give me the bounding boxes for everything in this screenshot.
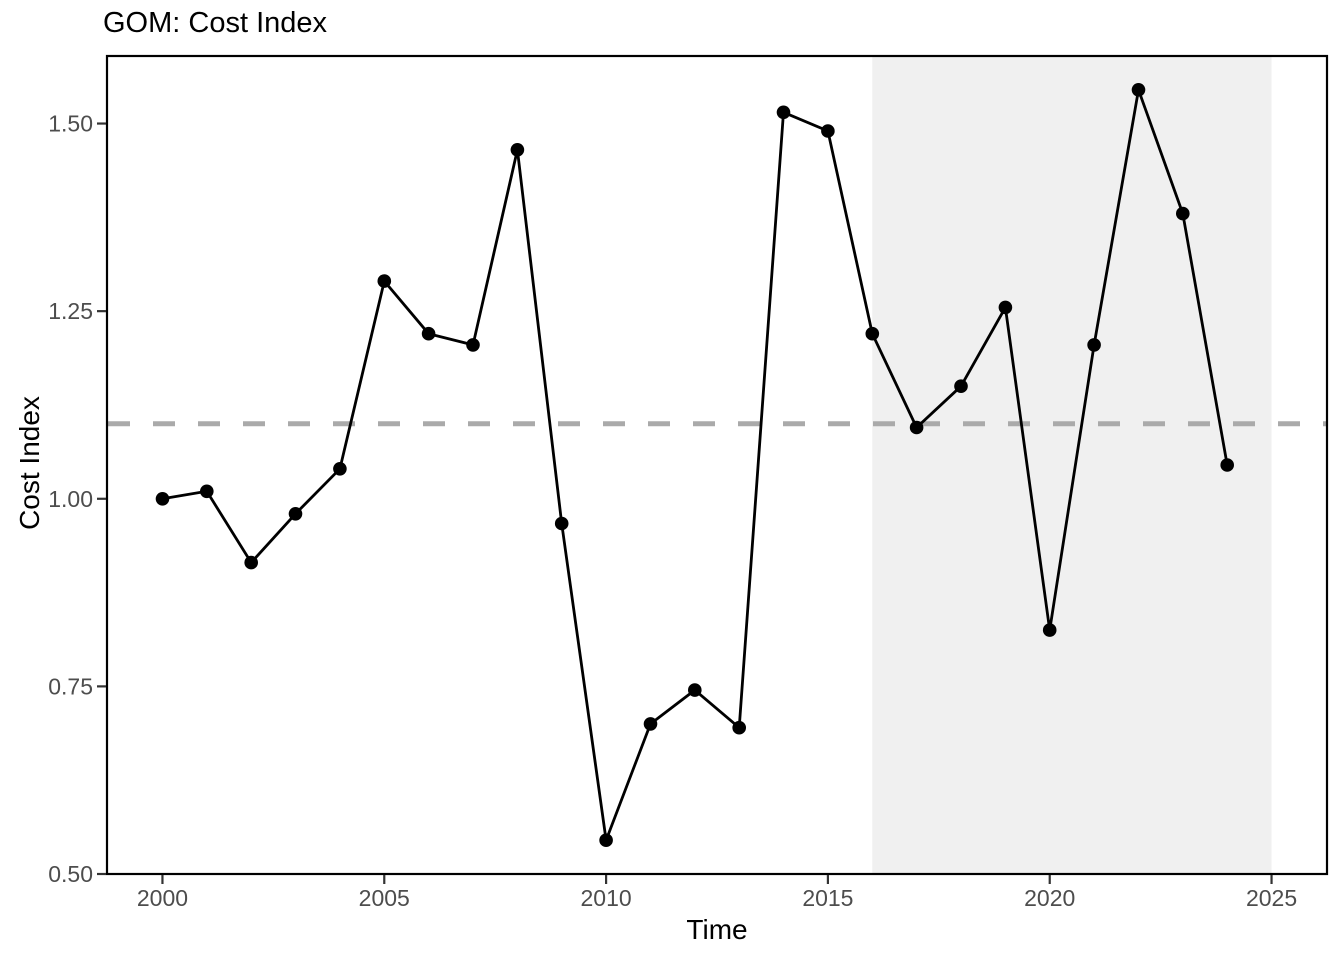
data-point xyxy=(200,484,214,499)
chart-title: GOM: Cost Index xyxy=(103,7,328,39)
data-point xyxy=(1176,206,1190,221)
x-axis-title: Time xyxy=(686,914,748,945)
cost-index-points xyxy=(155,83,1234,847)
data-point xyxy=(821,124,835,138)
panel-border xyxy=(105,54,1329,876)
data-point xyxy=(466,338,480,352)
data-point xyxy=(776,105,791,120)
data-point xyxy=(288,507,303,521)
data-point xyxy=(155,492,170,506)
x-tick-label: 2000 xyxy=(137,885,188,911)
data-point xyxy=(244,555,258,570)
data-point xyxy=(1042,623,1057,637)
y-tick-label: 1.25 xyxy=(48,298,93,324)
data-point xyxy=(954,379,968,394)
data-point xyxy=(554,516,569,531)
data-point xyxy=(909,420,924,435)
data-point xyxy=(865,326,880,341)
panel-border-rect xyxy=(105,54,1329,876)
x-tick-label: 2010 xyxy=(581,885,632,911)
y-axis-title: Cost Index xyxy=(14,396,45,530)
shaded-region-rect xyxy=(872,57,1272,873)
data-point xyxy=(1087,338,1101,352)
x-tick-label: 2020 xyxy=(1024,885,1075,911)
forecast-shaded-region xyxy=(872,57,1272,873)
y-tick-label: 1.50 xyxy=(48,111,93,137)
data-point xyxy=(998,300,1013,315)
x-tick-label: 2025 xyxy=(1246,885,1297,911)
axis-ticks xyxy=(97,122,1273,884)
axis-tick-labels: 2000 2005 2010 2015 2020 2025 0.50 0.75 1.00 1.25… xyxy=(48,111,1297,911)
data-point xyxy=(421,326,436,341)
y-tick-label: 0.75 xyxy=(48,673,93,699)
data-point xyxy=(377,274,392,288)
y-tick-label: 1.00 xyxy=(48,486,93,512)
x-tick-label: 2015 xyxy=(802,885,853,911)
data-point xyxy=(1220,458,1234,472)
y-tick-label: 0.50 xyxy=(48,861,93,887)
data-point xyxy=(688,683,702,697)
data-point xyxy=(599,833,613,847)
data-point xyxy=(333,462,347,476)
data-point xyxy=(643,717,658,731)
data-point xyxy=(510,143,525,157)
data-point xyxy=(732,720,746,735)
data-point xyxy=(1131,83,1146,97)
x-tick-label: 2005 xyxy=(359,885,410,911)
